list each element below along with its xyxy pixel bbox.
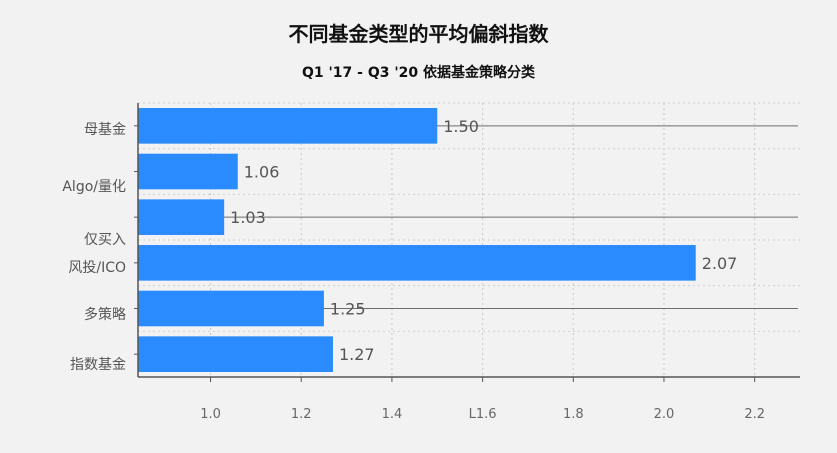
category-label: 仅买入: [84, 232, 126, 248]
data-label: 1.27: [339, 345, 375, 364]
x-tick-label: 1.0: [200, 407, 221, 422]
bar: [138, 199, 225, 235]
category-label: Algo/量化: [62, 179, 126, 195]
grid: [138, 102, 800, 378]
data-label: 2.07: [702, 254, 738, 273]
chart-subtitle: Q1 '17 - Q3 '20 依据基金策略分类: [301, 65, 535, 81]
x-tick-label: L1.6: [469, 407, 497, 422]
bar: [138, 336, 333, 372]
axes: [134, 103, 800, 382]
x-tick-label: 1.8: [563, 407, 584, 422]
chart-title: 不同基金类型的平均偏斜指数: [288, 22, 549, 46]
bar: [138, 245, 696, 281]
category-label: 母基金: [84, 121, 126, 138]
data-label: 1.50: [443, 117, 479, 136]
bar: [138, 108, 438, 144]
x-tick-label: 2.0: [654, 407, 675, 422]
x-tick-label: 1.4: [382, 407, 403, 422]
data-label: 1.06: [244, 163, 280, 182]
category-label: 风投/ICO: [68, 260, 126, 276]
category-label: 指数基金: [70, 356, 126, 373]
data-label: 1.03: [230, 208, 266, 227]
x-tick-label: 1.2: [291, 407, 312, 422]
bars: [138, 108, 696, 372]
data-label: 1.25: [330, 300, 366, 319]
bar: [138, 153, 238, 190]
x-tick-label: 2.2: [744, 407, 765, 422]
labels: 1.50 1.06 1.03 2.07 1.25 1.27 母基金 Algo/量化仅买入风投/…: [62, 117, 765, 422]
bar: [138, 290, 324, 327]
category-label: 多策略: [84, 306, 126, 323]
